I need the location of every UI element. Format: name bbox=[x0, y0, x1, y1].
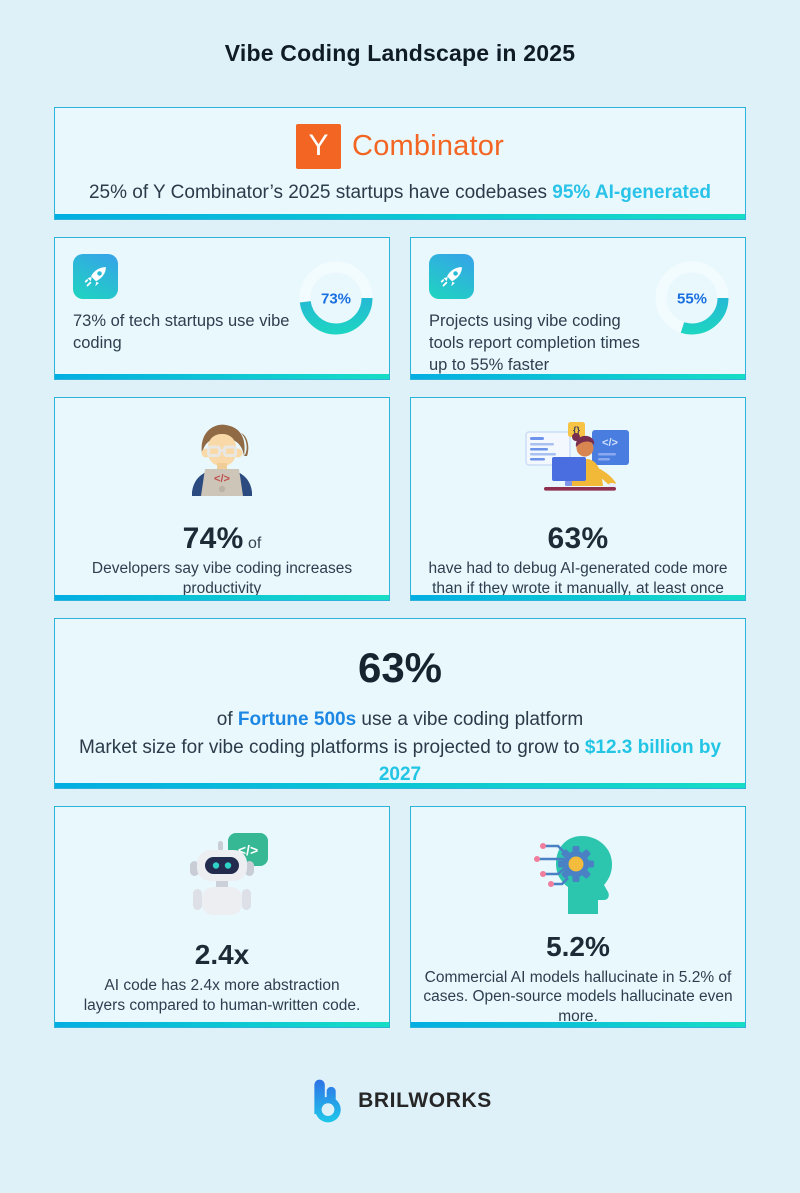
stat-description: have had to debug AI-generated code more… bbox=[428, 560, 728, 597]
yc-stat-card: Y Combinator 25% of Y Combinator’s 2025 … bbox=[54, 107, 746, 220]
stat-value: 63% bbox=[547, 522, 609, 555]
page-title: Vibe Coding Landscape in 2025 bbox=[224, 40, 576, 66]
stat-card-text: 73% of tech startups use vibe coding bbox=[73, 312, 290, 352]
stat-line: 63% bbox=[548, 524, 609, 554]
stat-line: 74% of bbox=[183, 524, 262, 554]
illustration-cards-row: </> 74% of Developers say vibe coding in… bbox=[54, 397, 746, 601]
rocket-glyph bbox=[440, 266, 462, 286]
big-stat-text: of Fortune 500s use a vibe coding platfo… bbox=[70, 706, 730, 788]
rocket-icon bbox=[73, 254, 118, 299]
robot-glyph: </> bbox=[190, 833, 268, 915]
stat-value: 74% bbox=[182, 522, 244, 555]
rocket-glyph bbox=[84, 266, 106, 286]
stat-description: Commercial AI models hallucinate in 5.2%… bbox=[423, 968, 733, 1026]
stat-card-73: 73% of tech startups use vibe coding 73% bbox=[54, 237, 390, 380]
donut-chart-73: 73% bbox=[296, 258, 376, 343]
ai-head-illustration bbox=[518, 825, 638, 927]
stat-description: AI code has 2.4x more abstraction layers… bbox=[83, 977, 361, 1014]
stat-suffix: of bbox=[243, 535, 262, 552]
yc-stat-prefix: 25% of Y Combinator’s 2025 startups have… bbox=[88, 181, 553, 203]
svg-text:{}: {} bbox=[573, 425, 581, 435]
yc-stat-text: 25% of Y Combinator’s 2025 startups have… bbox=[89, 182, 711, 204]
infographic: Vibe Coding Landscape in 2025 Y Combinat… bbox=[54, 40, 746, 1124]
brand-name: BRILWORKS bbox=[358, 1088, 492, 1112]
fortune-500-highlight: Fortune 500s bbox=[237, 709, 357, 730]
rocket-icon bbox=[429, 254, 474, 299]
donut-svg: 55% bbox=[655, 261, 729, 335]
big-stat-value: 63% bbox=[357, 644, 443, 691]
svg-text:</>: </> bbox=[602, 437, 618, 449]
market-size-highlight: $12.3 billion by 2027 bbox=[378, 736, 722, 786]
stat-value: 2.4x bbox=[194, 939, 250, 970]
donut-svg: 73% bbox=[299, 261, 373, 335]
donut-value-label: 73% bbox=[321, 291, 351, 308]
debugging-illustration: {} </> bbox=[508, 414, 648, 518]
line1-prefix: of bbox=[216, 709, 238, 730]
fortune-500-card: 63% of Fortune 500s use a vibe coding pl… bbox=[54, 618, 746, 789]
coder-glyph: {} </> bbox=[525, 422, 629, 491]
developer-illustration: </> bbox=[162, 414, 282, 518]
svg-text:</>: </> bbox=[214, 473, 230, 485]
footer-brand: BRILWORKS bbox=[54, 1077, 746, 1124]
stat-card-63-debug: {} </> 63% have had to debug A bbox=[410, 397, 746, 601]
donut-cards-row: 73% of tech startups use vibe coding 73%… bbox=[54, 237, 746, 380]
brilworks-logo-icon bbox=[314, 1079, 341, 1123]
yc-logo-word: Combinator bbox=[352, 129, 504, 162]
ai-head-glyph bbox=[534, 835, 612, 914]
developer-glyph: </> bbox=[192, 424, 252, 496]
robot-illustration: </> bbox=[162, 825, 282, 935]
line1-suffix: use a vibe coding platform bbox=[356, 709, 584, 730]
stat-card-74: </> 74% of Developers say vibe coding in… bbox=[54, 397, 390, 601]
yc-logo-icon: Y bbox=[296, 123, 342, 169]
line2-prefix: Market size for vibe coding platforms is… bbox=[78, 736, 585, 758]
stat-card-text: Projects using vibe coding tools report … bbox=[429, 312, 640, 374]
ai-cards-row: </> 2.4x AI code has 2.4x more abstracti… bbox=[54, 806, 746, 1028]
stat-card-55: Projects using vibe coding tools report … bbox=[410, 237, 746, 380]
stat-value: 5.2% bbox=[546, 930, 610, 962]
stat-card-52: 5.2% Commercial AI models hallucinate in… bbox=[410, 806, 746, 1028]
donut-value-label: 55% bbox=[677, 291, 707, 308]
donut-chart-55: 55% bbox=[652, 258, 732, 343]
stat-description: Developers say vibe coding increases pro… bbox=[91, 560, 353, 597]
yc-logo-letter: Y bbox=[308, 129, 329, 162]
yc-logo: Y Combinator bbox=[296, 123, 504, 169]
yc-stat-highlight: 95% AI-generated bbox=[552, 181, 712, 203]
stat-card-24x: </> 2.4x AI code has 2.4x more abstracti… bbox=[54, 806, 390, 1028]
